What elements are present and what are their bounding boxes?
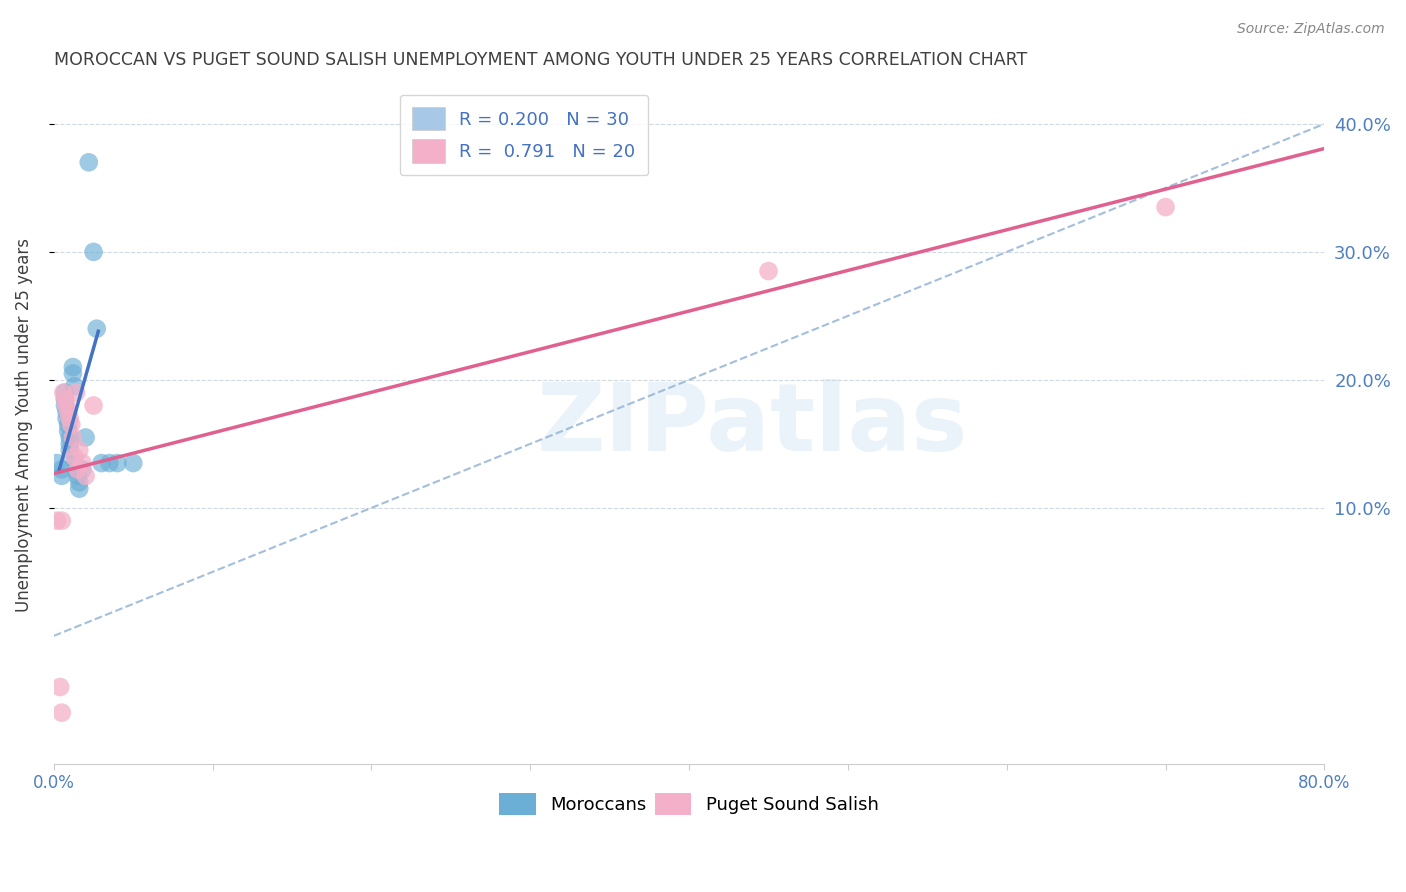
- Point: [72, 456, 94, 470]
- Point: [90, 456, 112, 470]
- Point: [55, 411, 77, 425]
- Point: [1154, 200, 1177, 214]
- Point: [62, 367, 84, 381]
- Text: MOROCCAN VS PUGET SOUND SALISH UNEMPLOYMENT AMONG YOUTH UNDER 25 YEARS CORRELATI: MOROCCAN VS PUGET SOUND SALISH UNEMPLOYM…: [53, 51, 1028, 69]
- Point: [83, 399, 105, 413]
- Point: [63, 379, 86, 393]
- Point: [56, 424, 79, 438]
- Text: Source: ZipAtlas.com: Source: ZipAtlas.com: [1237, 22, 1385, 37]
- Point: [105, 456, 128, 470]
- Point: [51, 706, 73, 720]
- Point: [75, 430, 97, 444]
- Point: [83, 244, 105, 259]
- Point: [67, 443, 90, 458]
- Point: [86, 321, 108, 335]
- Point: [49, 680, 72, 694]
- Point: [51, 468, 73, 483]
- Point: [65, 385, 87, 400]
- Point: [62, 360, 84, 375]
- Legend: Moroccans, Puget Sound Salish: Moroccans, Puget Sound Salish: [492, 786, 886, 822]
- Y-axis label: Unemployment Among Youth under 25 years: Unemployment Among Youth under 25 years: [15, 237, 32, 612]
- Point: [66, 468, 89, 483]
- Point: [59, 437, 82, 451]
- Point: [77, 155, 100, 169]
- Point: [55, 405, 77, 419]
- Point: [63, 450, 86, 464]
- Point: [51, 514, 73, 528]
- Point: [758, 264, 780, 278]
- Point: [53, 392, 76, 406]
- Point: [53, 392, 76, 406]
- Point: [59, 443, 82, 458]
- Point: [66, 462, 89, 476]
- Point: [51, 462, 73, 476]
- Point: [67, 475, 90, 490]
- Text: ZIPatlas: ZIPatlas: [537, 379, 969, 471]
- Point: [72, 462, 94, 476]
- Point: [98, 456, 121, 470]
- Point: [75, 468, 97, 483]
- Point: [46, 514, 69, 528]
- Point: [63, 456, 86, 470]
- Point: [56, 417, 79, 432]
- Point: [53, 399, 76, 413]
- Point: [59, 430, 82, 444]
- Point: [122, 456, 145, 470]
- Point: [53, 385, 76, 400]
- Point: [62, 430, 84, 444]
- Point: [46, 456, 69, 470]
- Point: [60, 417, 83, 432]
- Point: [56, 405, 79, 419]
- Point: [59, 411, 82, 425]
- Point: [52, 385, 75, 400]
- Point: [65, 462, 87, 476]
- Point: [55, 399, 77, 413]
- Point: [67, 482, 90, 496]
